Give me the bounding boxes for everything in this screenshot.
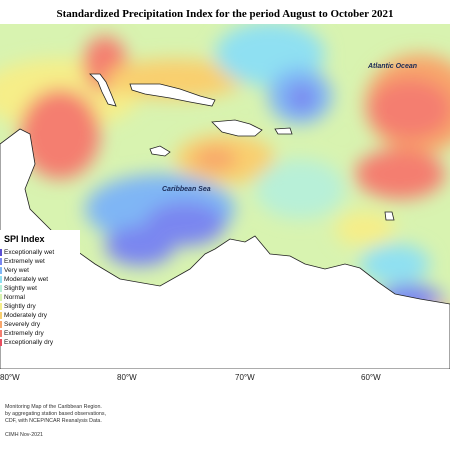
legend-label: Slightly wet — [4, 285, 37, 292]
footer-line: Monitoring Map of the Caribbean Region. — [5, 404, 102, 410]
legend-swatch — [0, 330, 2, 337]
legend-item: Very wet — [0, 266, 29, 275]
legend-swatch — [0, 294, 2, 301]
legend-swatch — [0, 339, 2, 346]
legend-item: Slightly dry — [0, 302, 36, 311]
spi-map-canvas: Atlantic Ocean Caribbean Sea — [0, 24, 450, 369]
legend-swatch — [0, 267, 2, 274]
legend-item: Slightly wet — [0, 284, 37, 293]
legend-label: Exceptionally wet — [4, 249, 55, 256]
land-masses — [0, 73, 450, 369]
legend-swatch — [0, 312, 2, 319]
legend-item: Normal — [0, 293, 25, 302]
legend-label: Exceptionally dry — [4, 339, 54, 346]
spi-legend: SPI Index Exceptionally wet Extremely we… — [0, 230, 80, 347]
spi-map: Atlantic Ocean Caribbean Sea — [0, 24, 450, 369]
legend-swatch — [0, 321, 2, 328]
legend-swatch — [0, 258, 2, 265]
legend-label: Severely dry — [4, 321, 41, 328]
legend-label: Slightly dry — [4, 303, 36, 310]
legend-item: Severely dry — [0, 320, 40, 329]
spi-field — [0, 24, 450, 344]
longitude-label: 80°W — [0, 373, 20, 382]
legend-swatch — [0, 285, 2, 292]
footer-line: by aggregating station based observation… — [5, 411, 107, 417]
footer-line: CDF, with NCEP/NCAR Reanalysis Data. — [5, 418, 102, 424]
legend-item: Extremely wet — [0, 257, 45, 266]
legend-item: Exceptionally dry — [0, 338, 53, 347]
legend-title: SPI Index — [4, 234, 45, 244]
legend-label: Normal — [4, 294, 25, 301]
legend-label: Moderately wet — [4, 276, 49, 283]
longitude-label: 80°W — [117, 373, 137, 382]
legend-item: Exceptionally wet — [0, 248, 54, 257]
legend-swatch — [0, 276, 2, 283]
legend-item: Moderately wet — [0, 275, 48, 284]
footer-credit: CIMH Nov-2021 — [5, 432, 43, 438]
legend-label: Moderately dry — [4, 312, 47, 319]
map-title: Standardized Precipitation Index for the… — [56, 8, 394, 20]
legend-label: Extremely wet — [4, 258, 45, 265]
legend-label: Very wet — [4, 267, 29, 274]
legend-swatch — [0, 303, 2, 310]
legend-item: Moderately dry — [0, 311, 47, 320]
legend-item: Extremely dry — [0, 329, 44, 338]
legend-label: Extremely dry — [4, 330, 44, 337]
longitude-label: 70°W — [235, 373, 255, 382]
atlantic-ocean-label: Atlantic Ocean — [367, 63, 417, 70]
legend-swatch — [0, 249, 2, 256]
caribbean-sea-label: Caribbean Sea — [162, 186, 211, 193]
longitude-label: 60°W — [361, 373, 381, 382]
